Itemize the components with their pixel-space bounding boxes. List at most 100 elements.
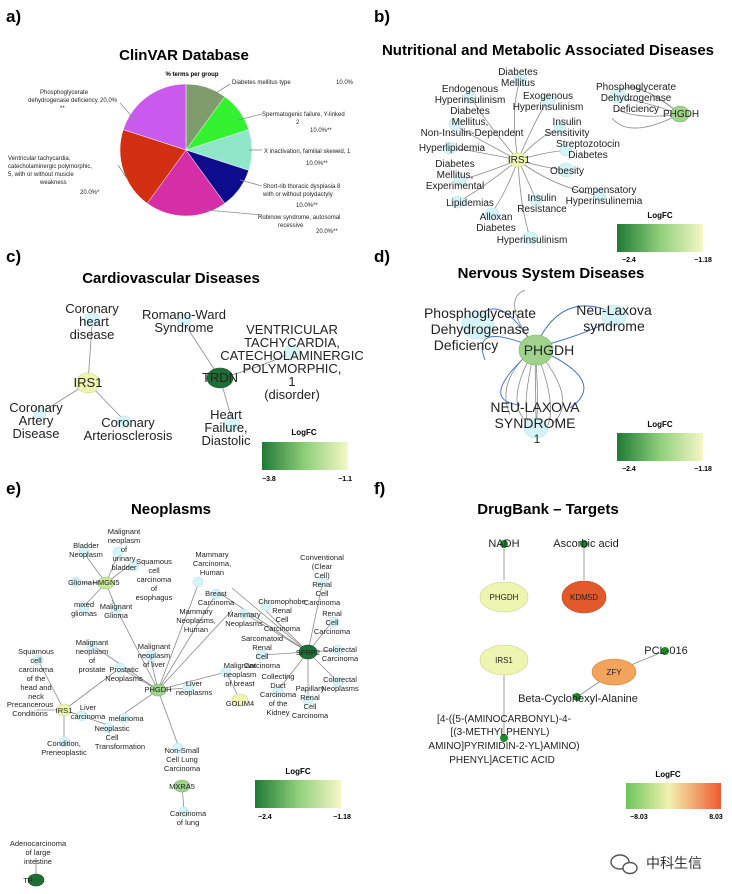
node-rcc-3: Carcinoma bbox=[314, 627, 351, 636]
node-chromo-3: Cell bbox=[276, 615, 289, 624]
legend-f-min: −8.03 bbox=[630, 814, 648, 821]
node-kdm5d: KDM5D bbox=[570, 593, 598, 602]
node-exogenous-1: Exogenous bbox=[523, 91, 573, 102]
node-cdc-5: Kidney bbox=[267, 708, 290, 717]
node-cdc-2: Duct bbox=[270, 681, 286, 690]
node-crn-1: Colorectal bbox=[323, 675, 357, 684]
node-bladder-2: Neoplasm bbox=[69, 550, 103, 559]
node-mnp-3: of bbox=[89, 656, 96, 665]
network-f-nodes bbox=[479, 540, 669, 742]
node-sarc-1: Sarcomatoid bbox=[241, 634, 283, 643]
node-compensatory-2: Hyperinsulinemia bbox=[566, 196, 643, 207]
node-vt-1: VENTRICULAR bbox=[246, 322, 338, 337]
pie-pct-short: 10.0%** bbox=[296, 203, 318, 209]
network-b-nodes bbox=[442, 73, 690, 245]
pie-label-phgdh-1: Phosphoglycerate bbox=[40, 90, 89, 96]
node-mglioma-1: Malignant bbox=[100, 602, 133, 611]
node-pcl016: PCL-016 bbox=[644, 645, 687, 657]
legend-c-max: −1.1 bbox=[338, 476, 352, 483]
pie-pct-vent: 20.0%* bbox=[80, 190, 100, 196]
node-compound-4: PHENYL]ACETIC ACID bbox=[449, 755, 555, 766]
node-lungc-1: Carcinoma bbox=[170, 809, 207, 818]
node-phgdh-b: PHGDH bbox=[663, 109, 699, 120]
pie-label-sperm-1: Spermatogenic failure, Y-linked bbox=[262, 112, 345, 118]
node-hf-1: Heart bbox=[210, 407, 242, 422]
node-romano-ward-2: Syndrome bbox=[154, 320, 213, 335]
node-golim4: GOLIM4 bbox=[226, 699, 254, 708]
panel-a: a) ClinVAR Database % terms per group Ph… bbox=[6, 7, 354, 235]
panel-letter-f: f) bbox=[374, 479, 385, 498]
node-dm-nid-1: Diabetes bbox=[450, 106, 489, 117]
node-lungc-2: of lung bbox=[177, 818, 200, 827]
node-mammn-1: Mammary bbox=[179, 607, 213, 616]
node-scce-5: esophagus bbox=[136, 593, 173, 602]
legend-d-max: −1.18 bbox=[694, 466, 712, 473]
node-cas-2: Arteriosclerosis bbox=[84, 428, 173, 443]
pie-label-robinow-2: recessive bbox=[278, 223, 304, 229]
node-prc-2: Renal bbox=[300, 693, 320, 702]
legend-e-gradient bbox=[255, 780, 341, 808]
panel-c: c) Cardiovascular Diseases Coronary hear… bbox=[6, 247, 364, 483]
node-adeno-1: Adenocarcinoma bbox=[10, 839, 67, 848]
node-endogenous-2: Hyperinsulinism bbox=[435, 95, 506, 106]
node-vt-4: POLYMORPHIC, bbox=[243, 361, 342, 376]
pie-label-robinow-1: Robinow syndrome, autosomal bbox=[258, 215, 340, 221]
node-hf-3: Diastolic bbox=[201, 433, 251, 448]
node-diabetes-mellitus-2: Mellitus bbox=[501, 78, 535, 89]
node-mnb-2: neoplasm bbox=[224, 670, 257, 679]
legend-f-max: 8.03 bbox=[709, 814, 723, 821]
network-c-labels: Coronary heart disease IRS1 Coronary Art… bbox=[9, 301, 363, 448]
network-f-labels: NADH Ascorbic acid PHGDH KDM5D IRS1 PCL-… bbox=[428, 538, 687, 766]
node-mammn-2: Neoplasms, bbox=[176, 616, 216, 625]
node-compound-3: AMINO]PYRIMIDIN-2-YL}AMINO) bbox=[428, 741, 579, 752]
node-precan-1: Precancerous bbox=[7, 700, 54, 709]
node-livn-1: Liver bbox=[186, 679, 203, 688]
legend-e-min: −2.4 bbox=[258, 814, 272, 821]
legend-e-max: −1.18 bbox=[333, 814, 351, 821]
panel-letter-a: a) bbox=[6, 7, 21, 26]
node-scce-3: carcinoma bbox=[137, 575, 172, 584]
drug-dot-compound bbox=[500, 734, 508, 742]
node-mnl-3: of liver bbox=[143, 660, 166, 669]
pie-label-vent-1: Ventricular tachycardia, bbox=[8, 156, 71, 162]
node-rcc-2: Cell bbox=[326, 618, 339, 627]
node-alloxan-2: Diabetes bbox=[476, 223, 515, 234]
network-e-nodes bbox=[27, 546, 344, 887]
node-chromo-4: Carcinoma bbox=[264, 624, 301, 633]
node-prc-4: Carcinoma bbox=[292, 711, 329, 720]
node-breast-1: Breast bbox=[205, 589, 228, 598]
legend-d-title: LogFC bbox=[647, 420, 673, 429]
legend-b-min: −2.4 bbox=[622, 257, 636, 264]
node-nlsu-1: NEU-LAXOVA bbox=[490, 399, 580, 415]
node-mammn-3: Human bbox=[184, 625, 208, 634]
node-scce-2: cell bbox=[148, 566, 160, 575]
node-conv-1: Conventional bbox=[300, 553, 344, 562]
node-insulin-res-2: Resistance bbox=[517, 204, 567, 215]
node-neoct-2: Cell bbox=[106, 733, 119, 742]
node-chromo-2: Renal bbox=[272, 606, 292, 615]
node-obesity: Obesity bbox=[550, 166, 584, 177]
node-conv-5: Cell bbox=[316, 589, 329, 598]
node-dm-nid-3: Non-Insulin-Dependent bbox=[421, 128, 524, 139]
legend-b-max: −1.18 bbox=[694, 257, 712, 264]
node-compensatory-1: Compensatory bbox=[571, 185, 636, 196]
network-f-edges bbox=[503, 548, 666, 738]
node-tp: TP bbox=[23, 876, 33, 885]
node-livc-1: Liver bbox=[80, 703, 97, 712]
node-conv-2: (Clear bbox=[312, 562, 333, 571]
legend-e: LogFC −2.4 −1.18 bbox=[255, 767, 351, 821]
node-mnb-3: of breast bbox=[225, 679, 255, 688]
legend-c-min: −3.8 bbox=[262, 476, 276, 483]
drug-dot-nadh bbox=[500, 540, 508, 548]
pie-pct-phgdh: 20.0% bbox=[100, 98, 118, 104]
legend-c-title: LogFC bbox=[291, 428, 317, 437]
panel-title-b: Nutritional and Metabolic Associated Dis… bbox=[382, 42, 714, 59]
node-streptozotocin-1: Streptozotocin bbox=[556, 139, 620, 150]
drug-dot-pcl016 bbox=[661, 647, 669, 655]
pie-chart bbox=[119, 83, 253, 217]
node-dm-exp-2: Mellitus, bbox=[437, 170, 474, 181]
node-hyperinsulinism: Hyperinsulinism bbox=[497, 235, 568, 246]
panel-d: d) Nervous System Diseases Phosphoglyce bbox=[374, 247, 712, 473]
node-prost-1: Prostatic bbox=[109, 665, 138, 674]
node-phgdh-def-b-1: Phosphoglycerate bbox=[596, 82, 676, 93]
